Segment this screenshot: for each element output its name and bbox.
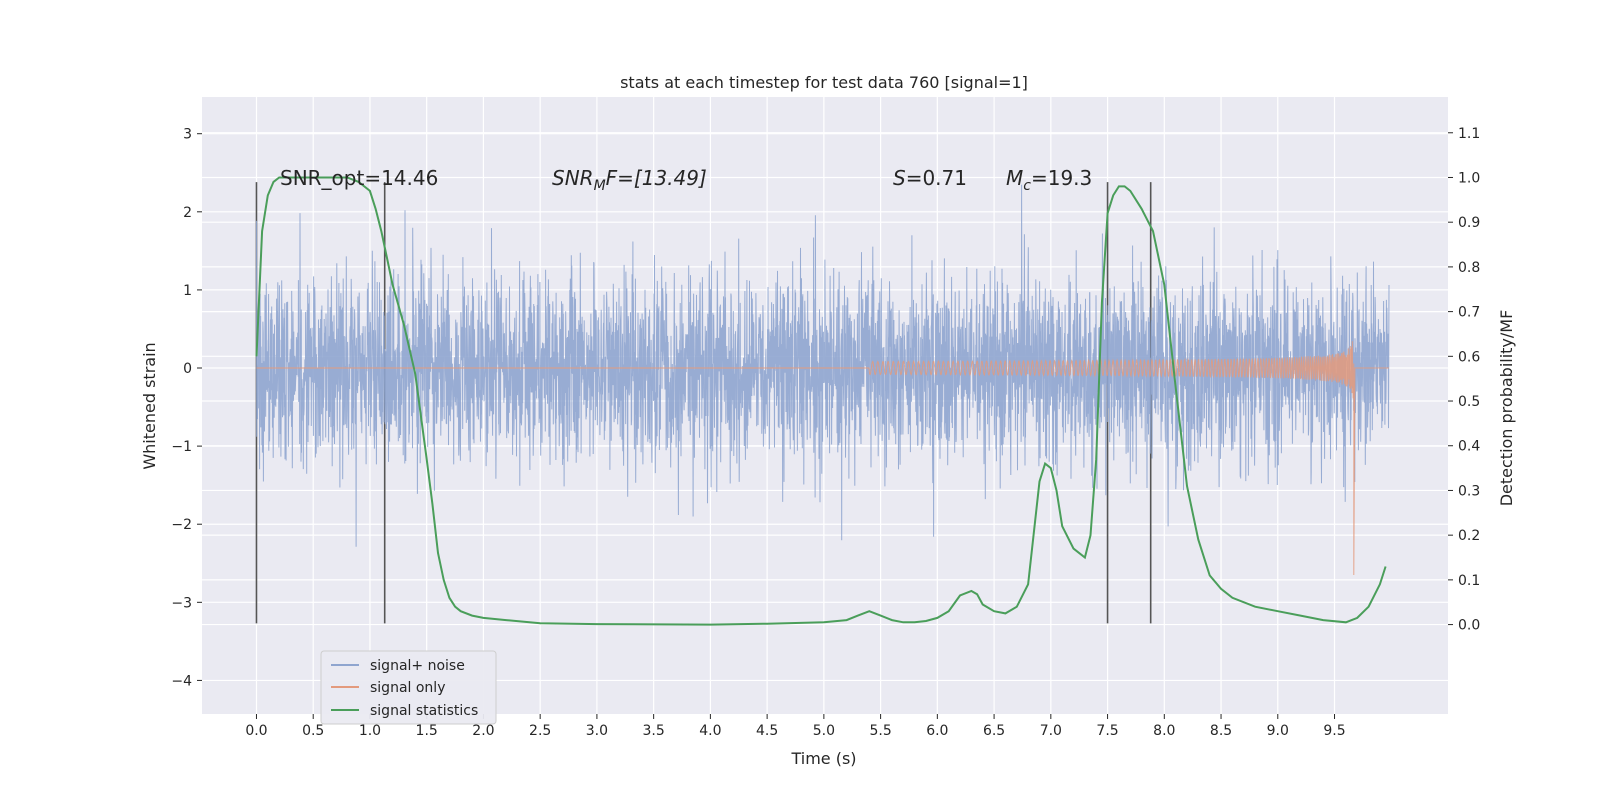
y-right-tick-label: 0.0: [1458, 618, 1480, 634]
y-right-tick-label: 0.3: [1458, 483, 1480, 499]
signal-noise-series: [256, 184, 1390, 547]
y-right-tick-label: 0.7: [1458, 305, 1480, 321]
x-tick-labels: 0.0 0.5 1.0 1.5 2.0 2.5 3.0 3.5 4.0 4.5 5.0 5.5 6.0 6…: [245, 714, 1346, 739]
y-left-axis-label: Whitened strain: [140, 342, 159, 469]
x-tick-label: 8.0: [1153, 723, 1175, 739]
x-axis-label: Time (s): [790, 749, 856, 768]
snr-mf-base: SNR: [552, 166, 594, 190]
y-left-tick-label: −4: [171, 673, 192, 689]
x-tick-label: 5.0: [813, 723, 835, 739]
x-tick-label: 3.0: [586, 723, 608, 739]
y-left-tick-label: 0: [183, 361, 192, 377]
noise-line: [256, 184, 1390, 547]
legend-label-noise: signal+ noise: [370, 658, 465, 674]
y-right-tick-label: 0.9: [1458, 215, 1480, 231]
y-right-tick-label: 0.2: [1458, 528, 1480, 544]
y-left-tick-label: −2: [171, 517, 192, 533]
mc-var: M: [1006, 166, 1023, 190]
x-tick-label: 8.5: [1210, 723, 1232, 739]
y-right-axis-label: Detection probability/MF: [1497, 310, 1516, 507]
signal-statistics-series: [255, 176, 1387, 626]
mc-annotation: Mc=19.3: [1006, 166, 1092, 194]
x-tick-label: 1.5: [416, 723, 438, 739]
signal-only-series: [256, 341, 1389, 576]
x-tick-label: 1.0: [359, 723, 381, 739]
snr-mf-rest: F=[13.49]: [606, 166, 707, 190]
y-right-tick-label: 0.8: [1458, 260, 1480, 276]
snr-opt-annotation: SNR_opt=14.46: [280, 166, 438, 190]
y-left-tick-label: 1: [183, 283, 192, 299]
x-tick-label: 9.5: [1323, 723, 1345, 739]
y-left-tick-label: −3: [171, 595, 192, 611]
legend-label-signal: signal only: [370, 680, 445, 696]
y-right-tick-label: 0.5: [1458, 394, 1480, 410]
y-right-tick-label: 1.0: [1458, 170, 1480, 186]
s-var: S: [893, 166, 906, 190]
s-value: =0.71: [906, 166, 967, 190]
x-tick-label: 0.0: [245, 723, 267, 739]
y-right-tick-label: 1.1: [1458, 126, 1480, 142]
x-tick-label: 6.5: [983, 723, 1005, 739]
snr-mf-annotation: SNRMF=[13.49]: [552, 166, 707, 194]
y-left-tick-label: 3: [183, 127, 192, 143]
mc-sub: c: [1023, 178, 1031, 194]
y-right-tick-label: 0.6: [1458, 349, 1480, 365]
x-tick-label: 7.0: [1040, 723, 1062, 739]
y-left-tick-label: −1: [171, 439, 192, 455]
chart-title: stats at each timestep for test data 760…: [620, 73, 1028, 92]
x-tick-label: 6.0: [926, 723, 948, 739]
x-tick-label: 4.5: [756, 723, 778, 739]
mc-value: =19.3: [1031, 166, 1092, 190]
y-right-tick-labels: 1.1 1.0 0.9 0.8 0.7 0.6 0.5 0.4 0.3 0.2 0.1 0.0: [1448, 126, 1480, 634]
x-tick-label: 2.5: [529, 723, 551, 739]
x-tick-label: 0.5: [302, 723, 324, 739]
x-tick-label: 9.0: [1267, 723, 1289, 739]
x-tick-label: 4.0: [699, 723, 721, 739]
legend: signal+ noise signal only signal statist…: [320, 650, 497, 725]
y-right-tick-label: 0.4: [1458, 439, 1480, 455]
y-right-tick-label: 0.1: [1458, 573, 1480, 589]
x-tick-label: 5.5: [869, 723, 891, 739]
s-annotation: S=0.71: [893, 166, 967, 190]
legend-label-stats: signal statistics: [370, 703, 478, 719]
y-left-tick-label: 2: [183, 205, 192, 221]
signal-only-line: [256, 341, 1389, 576]
x-tick-label: 3.5: [643, 723, 665, 739]
y-left-tick-labels: 3 2 1 0 −1 −2 −3 −4: [171, 127, 202, 689]
legend-box: [320, 650, 497, 725]
snr-mf-sub: M: [594, 178, 606, 194]
x-tick-label: 7.5: [1096, 723, 1118, 739]
signal-statistics-line: [255, 176, 1387, 626]
x-tick-label: 2.0: [472, 723, 494, 739]
